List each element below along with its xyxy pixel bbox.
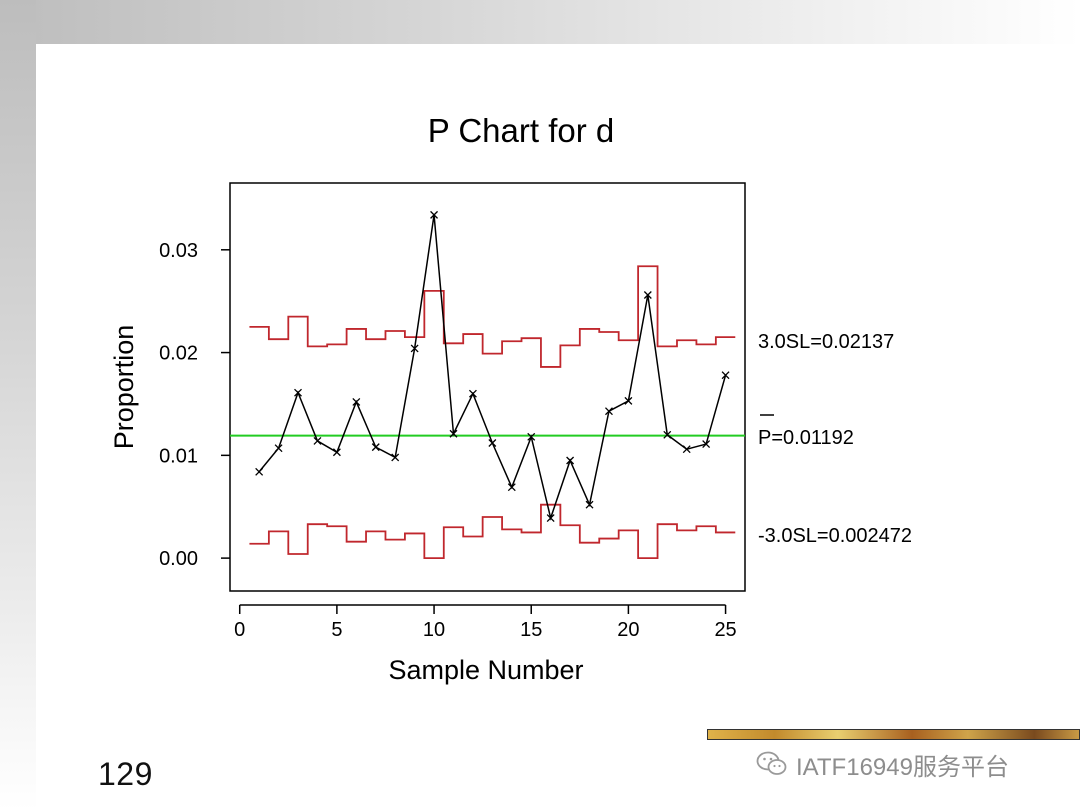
marker-stroke <box>624 396 633 405</box>
data-point <box>294 388 302 397</box>
marker-stroke <box>682 445 691 454</box>
slide-top-gradient <box>0 0 1080 44</box>
data-point <box>332 448 341 457</box>
data-point <box>546 514 555 522</box>
marker-stroke <box>294 388 302 397</box>
y-tick-label: 0.03 <box>159 240 198 262</box>
ucl-step-line <box>249 265 736 368</box>
plot-area <box>229 182 746 592</box>
y-tick-label: 0.01 <box>159 445 198 467</box>
watermark-text: IATF16949服务平台 <box>796 753 1009 781</box>
slide-left-gradient <box>0 0 36 810</box>
marker-stroke <box>488 439 497 447</box>
marker-stroke <box>507 483 516 492</box>
marker-stroke <box>585 500 594 509</box>
data-point <box>624 396 633 405</box>
data-point <box>255 467 264 476</box>
data-point <box>410 344 419 353</box>
x-tick-label: 20 <box>617 619 639 641</box>
data-point <box>527 432 536 441</box>
data-point <box>468 389 477 398</box>
x-tick-label: 25 <box>714 619 736 641</box>
marker-stroke <box>721 371 730 380</box>
lcl-step-line <box>249 503 736 560</box>
data-point <box>274 444 283 453</box>
center-label: P=0.01192 <box>758 427 854 449</box>
proportion-series <box>255 210 730 522</box>
marker-stroke <box>410 344 419 353</box>
marker-stroke <box>430 210 439 219</box>
wechat-icon <box>756 750 788 778</box>
marker-stroke <box>255 467 264 476</box>
y-axis-label: Proportion <box>109 325 139 450</box>
marker-stroke <box>663 430 672 439</box>
x-tick-label: 5 <box>331 619 342 641</box>
x-tick-label: 10 <box>423 619 445 641</box>
x-tick-label: 0 <box>234 619 245 641</box>
data-point <box>371 443 380 452</box>
marker-stroke <box>605 407 613 416</box>
marker-stroke <box>313 436 322 445</box>
x-tick-label: 15 <box>520 619 542 641</box>
data-point <box>702 440 711 448</box>
data-point <box>352 397 361 406</box>
marker-stroke <box>643 291 652 299</box>
marker-stroke <box>449 429 458 438</box>
y-tick-label: 0.02 <box>159 343 198 365</box>
marker-stroke <box>274 444 283 453</box>
data-point <box>313 436 322 445</box>
marker-stroke <box>371 443 380 452</box>
y-tick-label: 0.00 <box>159 548 198 570</box>
lcl-label: -3.0SL=0.002472 <box>758 525 912 547</box>
watermark: IATF16949服务平台 <box>756 747 1009 781</box>
data-point <box>430 210 439 219</box>
page-number: 129 <box>98 756 153 792</box>
ucl-label: 3.0SL=0.02137 <box>758 331 894 353</box>
data-point <box>721 371 730 380</box>
data-point <box>488 439 497 447</box>
marker-stroke <box>352 397 361 406</box>
data-point <box>585 500 594 509</box>
y-axis: 0.00 0.01 0.02 0.03 <box>159 240 230 570</box>
marker-stroke <box>546 514 555 522</box>
decorative-bar <box>707 729 1080 740</box>
data-point <box>449 429 458 438</box>
data-point <box>643 291 652 299</box>
x-axis: 0 5 10 15 20 25 <box>234 604 737 641</box>
marker-stroke <box>527 432 536 441</box>
data-point <box>391 453 400 462</box>
data-point <box>663 430 672 439</box>
x-axis-label: Sample Number <box>388 655 583 685</box>
marker-stroke <box>702 440 711 448</box>
marker-stroke <box>332 448 341 457</box>
data-point <box>566 456 575 465</box>
data-point <box>682 445 691 454</box>
marker-stroke <box>566 456 575 465</box>
marker-stroke <box>391 453 400 462</box>
data-point <box>605 407 613 416</box>
marker-stroke <box>468 389 477 398</box>
chart-title: P Chart for d <box>428 112 614 149</box>
data-point <box>507 483 516 492</box>
